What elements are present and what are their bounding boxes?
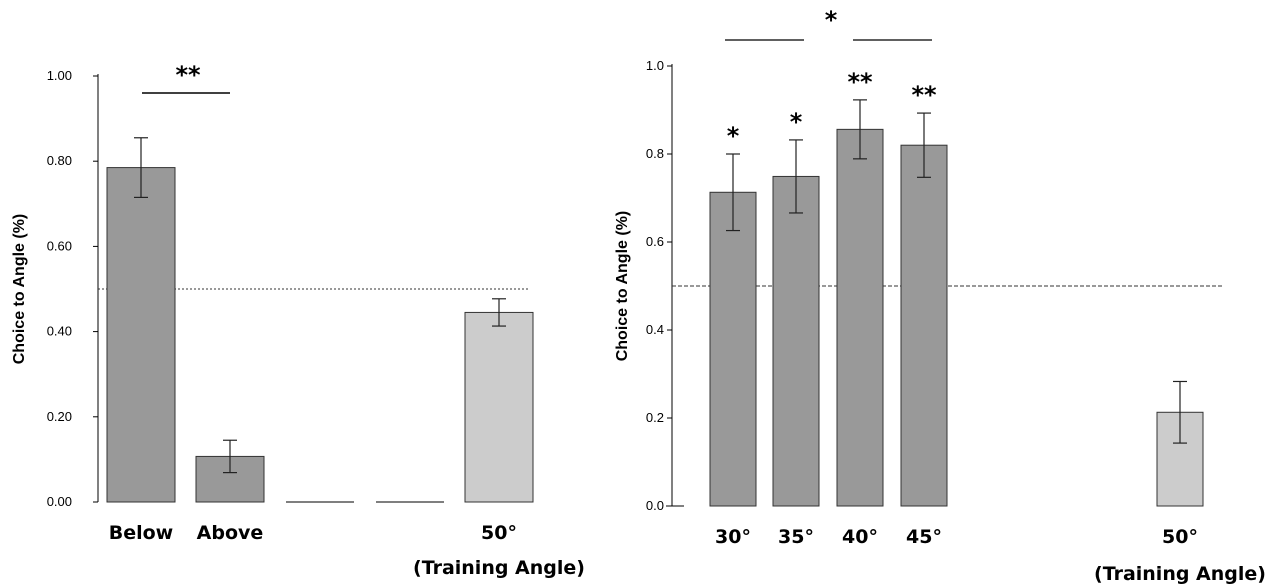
x-category-label: 45°: [906, 526, 942, 548]
bar: [900, 144, 948, 507]
x-category-sublabel: (Training Angle): [413, 557, 585, 579]
x-category-label: Below: [109, 522, 174, 544]
y-tick-label: 1.00: [47, 68, 72, 83]
bar: [106, 167, 176, 503]
significance-marker: *: [727, 122, 740, 150]
x-category-label: Above: [197, 522, 264, 544]
y-tick-label: 0.8: [646, 146, 664, 161]
x-category-label: 30°: [715, 526, 751, 548]
significance-marker: *: [790, 108, 803, 136]
y-tick-label: 0.6: [646, 234, 664, 249]
bar: [772, 175, 820, 507]
y-tick-label: 0.2: [646, 410, 664, 425]
y-axis-title: Choice to Angle (%): [614, 211, 631, 362]
significance-label: **: [175, 61, 201, 89]
y-tick-label: 0.4: [646, 322, 664, 337]
y-tick-label: 1.0: [646, 58, 664, 73]
significance-marker: **: [911, 81, 937, 109]
right-panel: 0.0 0.2 0.4 0.6 0.8 1.0 Choice to Angle (%) 30°…: [614, 6, 1266, 585]
y-tick-label: 0.20: [47, 409, 72, 424]
significance-marker: **: [847, 68, 873, 96]
y-tick-label: 0.40: [47, 324, 72, 339]
y-axis-title: Choice to Angle (%): [11, 214, 28, 365]
left-panel: 0.00 0.20 0.40 0.60 0.80 1.00 Choice to Angle …: [11, 61, 585, 579]
bar: [709, 191, 757, 507]
bar: [836, 128, 884, 507]
y-tick-label: 0.0: [646, 498, 664, 513]
significance-label: *: [825, 6, 838, 34]
x-category-sublabel: (Training Angle): [1094, 563, 1266, 585]
x-category-label: 35°: [778, 526, 814, 548]
x-category-label: 50°: [481, 522, 517, 544]
x-category-label: 40°: [842, 526, 878, 548]
x-category-label: 50°: [1162, 526, 1198, 548]
bar: [464, 311, 534, 503]
y-tick-label: 0.80: [47, 153, 72, 168]
y-tick-label: 0.00: [47, 494, 72, 509]
y-tick-label: 0.60: [47, 238, 72, 253]
